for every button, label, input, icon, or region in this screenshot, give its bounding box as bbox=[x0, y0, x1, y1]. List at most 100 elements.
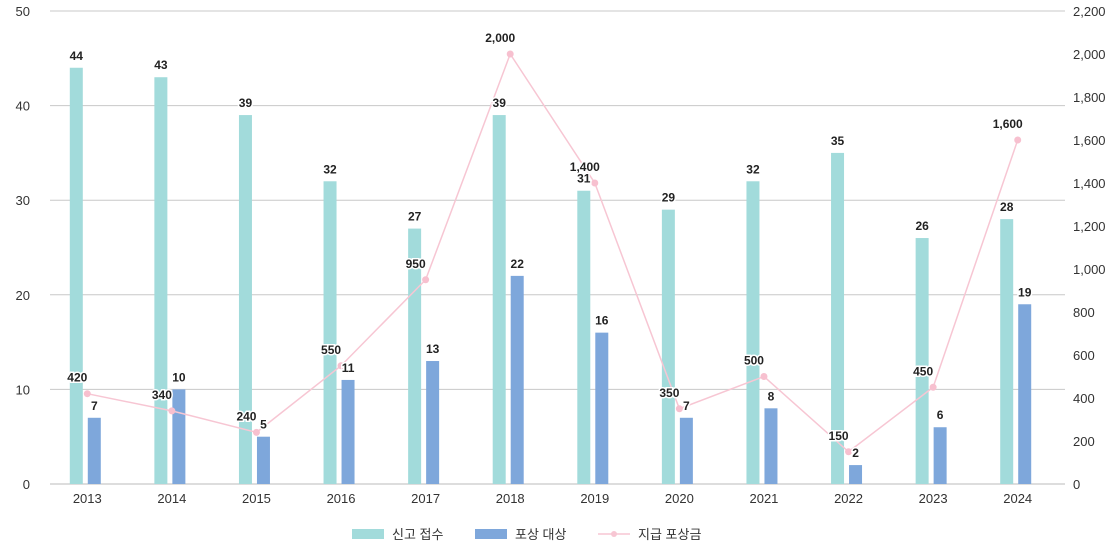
data-label: 27 bbox=[408, 210, 422, 224]
x-tick-label: 2017 bbox=[411, 491, 440, 506]
data-label: 150 bbox=[829, 429, 849, 443]
y-right-tick-label: 2,200 bbox=[1073, 4, 1106, 19]
data-label: 550 bbox=[321, 343, 341, 357]
data-label: 6 bbox=[937, 408, 944, 422]
bar-reports bbox=[746, 181, 760, 484]
x-tick-label: 2015 bbox=[242, 491, 271, 506]
legend-swatch bbox=[475, 529, 507, 539]
bar-reports bbox=[323, 181, 337, 484]
bar-reports bbox=[831, 152, 845, 484]
line-point bbox=[337, 362, 345, 370]
y-left-tick-label: 40 bbox=[16, 99, 30, 114]
data-label: 1,600 bbox=[993, 117, 1023, 131]
data-label: 10 bbox=[172, 370, 186, 384]
line-point bbox=[1014, 136, 1022, 144]
line-point bbox=[422, 276, 430, 284]
line-point bbox=[252, 428, 260, 436]
bar-awarded bbox=[426, 361, 440, 484]
x-tick-label: 2023 bbox=[919, 491, 948, 506]
bar-reports bbox=[238, 115, 252, 484]
legend-label: 신고 접수 bbox=[392, 527, 443, 542]
line-point bbox=[168, 407, 176, 415]
data-label: 5 bbox=[260, 418, 267, 432]
bar-reports bbox=[154, 77, 168, 484]
y-right-tick-label: 400 bbox=[1073, 391, 1095, 406]
x-tick-label: 2020 bbox=[665, 491, 694, 506]
data-label: 19 bbox=[1018, 285, 1032, 299]
line-point bbox=[675, 405, 683, 413]
data-label: 340 bbox=[152, 388, 172, 402]
data-label: 350 bbox=[659, 386, 679, 400]
data-label: 39 bbox=[493, 96, 507, 110]
data-label: 28 bbox=[1000, 200, 1014, 214]
legend-label: 포상 대상 bbox=[515, 527, 566, 542]
y-left-tick-label: 20 bbox=[16, 288, 30, 303]
y-right-tick-label: 1,400 bbox=[1073, 176, 1106, 191]
x-tick-label: 2014 bbox=[157, 491, 186, 506]
bar-awarded bbox=[764, 408, 778, 484]
bar-awarded bbox=[341, 379, 355, 484]
data-label: 2,000 bbox=[485, 31, 515, 45]
y-right-tick-label: 1,600 bbox=[1073, 133, 1106, 148]
bar-awarded bbox=[256, 436, 270, 484]
y-right-tick-label: 1,800 bbox=[1073, 90, 1106, 105]
bar-reports bbox=[1000, 219, 1014, 484]
data-label: 2 bbox=[852, 446, 859, 460]
y-left-tick-label: 50 bbox=[16, 4, 30, 19]
y-right-tick-label: 0 bbox=[1073, 477, 1080, 492]
data-label: 950 bbox=[406, 257, 426, 271]
bar-awarded bbox=[595, 332, 609, 484]
y-right-tick-label: 200 bbox=[1073, 434, 1095, 449]
line-point bbox=[591, 179, 599, 187]
data-label: 32 bbox=[746, 162, 760, 176]
x-tick-label: 2016 bbox=[327, 491, 356, 506]
legend-swatch bbox=[352, 529, 384, 539]
data-label: 420 bbox=[67, 371, 87, 385]
bar-reports bbox=[915, 238, 929, 484]
y-right-tick-label: 800 bbox=[1073, 305, 1095, 320]
data-label: 43 bbox=[154, 58, 168, 72]
bar-awarded bbox=[1018, 304, 1032, 484]
y-left-tick-label: 30 bbox=[16, 193, 30, 208]
data-label: 7 bbox=[683, 399, 690, 413]
data-label: 35 bbox=[831, 134, 845, 148]
bar-reports bbox=[408, 228, 422, 484]
data-label: 450 bbox=[913, 364, 933, 378]
data-label: 1,400 bbox=[570, 160, 600, 174]
y-right-tick-label: 1,200 bbox=[1073, 219, 1106, 234]
line-point bbox=[506, 50, 514, 58]
y-left-tick-label: 0 bbox=[23, 477, 30, 492]
bar-awarded bbox=[849, 465, 863, 484]
line-point bbox=[929, 383, 937, 391]
data-label: 240 bbox=[236, 409, 256, 423]
line-point bbox=[760, 373, 768, 380]
bar-awarded bbox=[87, 417, 101, 484]
bar-awarded bbox=[933, 427, 947, 484]
legend-swatch-marker bbox=[611, 531, 617, 537]
line-point bbox=[845, 448, 853, 456]
data-label: 500 bbox=[744, 354, 764, 368]
y-left-tick-label: 10 bbox=[16, 382, 30, 397]
x-tick-label: 2018 bbox=[496, 491, 525, 506]
data-label: 44 bbox=[70, 49, 84, 63]
data-label: 22 bbox=[511, 257, 525, 271]
x-tick-label: 2021 bbox=[749, 491, 778, 506]
data-label: 39 bbox=[239, 96, 253, 110]
bar-reports bbox=[661, 209, 675, 484]
bar-awarded bbox=[172, 389, 186, 484]
data-label: 16 bbox=[595, 314, 609, 328]
data-label: 8 bbox=[768, 389, 775, 403]
legend-label: 지급 포상금 bbox=[638, 527, 701, 542]
bar-reports bbox=[69, 67, 83, 484]
x-tick-label: 2022 bbox=[834, 491, 863, 506]
data-label: 7 bbox=[91, 399, 98, 413]
data-label: 32 bbox=[323, 162, 337, 176]
data-label: 13 bbox=[426, 342, 440, 356]
bar-reports bbox=[577, 190, 591, 485]
data-label: 26 bbox=[915, 219, 929, 233]
x-tick-label: 2013 bbox=[73, 491, 102, 506]
bar-reports bbox=[492, 115, 506, 484]
y-right-tick-label: 1,000 bbox=[1073, 262, 1106, 277]
x-tick-label: 2019 bbox=[580, 491, 609, 506]
